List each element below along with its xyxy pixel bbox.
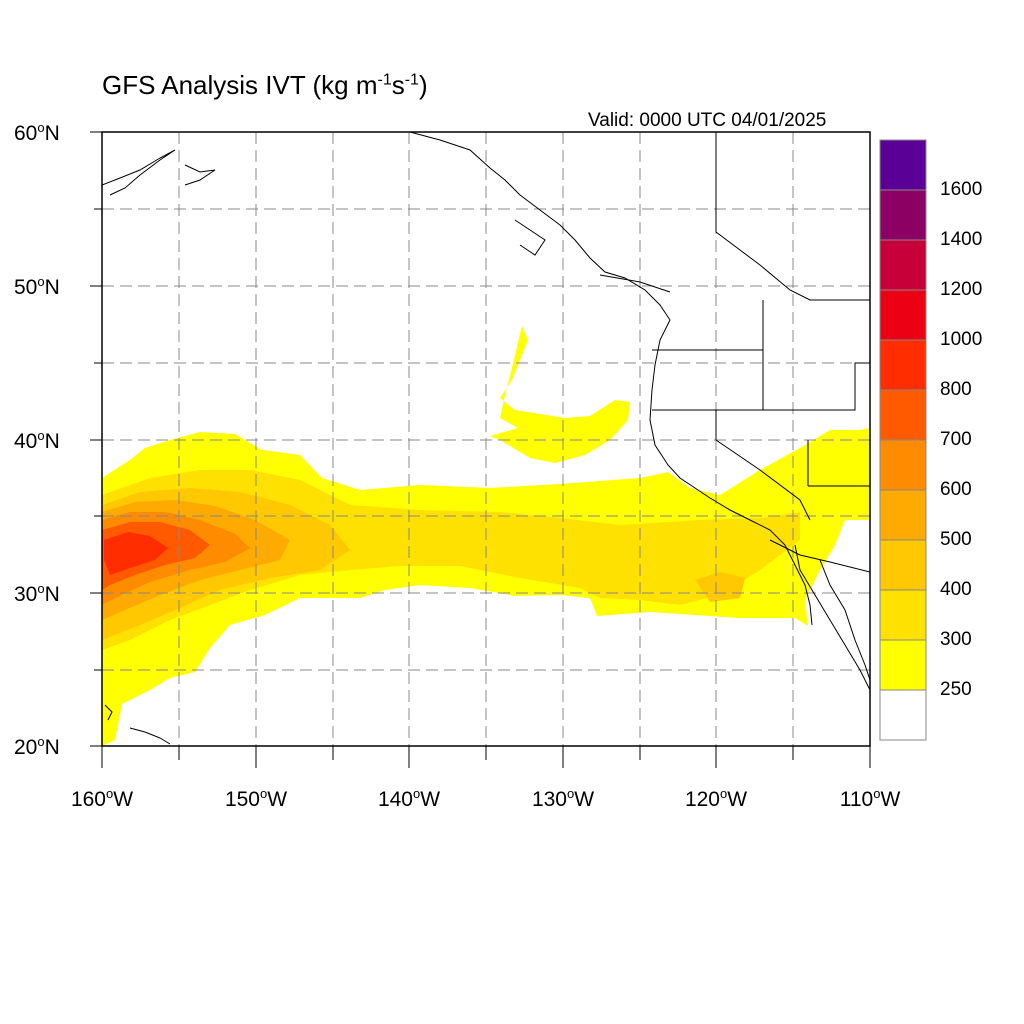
lake-shore — [599, 274, 671, 293]
colorbar-label-600: 600 — [940, 479, 972, 500]
baja-coast — [794, 544, 870, 691]
lat-label-30n: 30oN — [14, 581, 60, 606]
colorbar-label-1200: 1200 — [940, 279, 983, 300]
axis-ticks — [90, 131, 871, 768]
colorbar-box-6 — [879, 389, 927, 441]
ivt-1000-core — [104, 532, 168, 575]
colorbar-box-3 — [879, 539, 927, 591]
lat-label-50n: 50oN — [14, 274, 60, 299]
lon-label-150w: 150oW — [224, 786, 288, 811]
colorbar-box-5 — [879, 439, 927, 491]
map-title: GFS Analysis IVT (kg m-1s-1) — [102, 70, 428, 100]
colorbar-label-300: 300 — [940, 629, 972, 650]
colorbar-box-0 — [879, 689, 927, 741]
colorbar-box-8 — [879, 289, 927, 341]
lon-label-140w: 140oW — [377, 786, 441, 811]
ivt-300-arc — [490, 326, 630, 463]
west-coast — [649, 319, 813, 626]
ivt-500-patch — [695, 572, 745, 602]
coastlines — [102, 132, 870, 745]
lon-label-110w: 110oW — [839, 786, 901, 811]
colorbar-label-400: 400 — [940, 579, 972, 600]
colorbar-box-11 — [879, 139, 927, 191]
colorbar-box-10 — [879, 189, 927, 241]
colorbar-label-250: 250 — [940, 679, 972, 700]
colorbar-label-700: 700 — [940, 429, 972, 450]
alaska-coast — [102, 149, 176, 196]
hawaii-islands — [104, 704, 171, 745]
colorbar-label-1600: 1600 — [940, 179, 983, 200]
colorbar-box-9 — [879, 239, 927, 291]
lat-label-40n: 40oN — [14, 428, 60, 453]
colorbar-box-4 — [879, 489, 927, 541]
colorbar-label-500: 500 — [940, 529, 972, 550]
colorbar — [879, 139, 927, 741]
alaska-panhandle-coast — [409, 132, 671, 321]
colorbar-label-1000: 1000 — [940, 329, 983, 350]
lat-label-60n: 60oN — [14, 120, 60, 145]
lat-label-20n: 20oN — [14, 734, 60, 759]
colorbar-label-1400: 1400 — [940, 229, 983, 250]
lon-label-160w: 160oW — [70, 786, 134, 811]
colorbar-box-1 — [879, 639, 927, 691]
mexico-coast — [819, 559, 870, 681]
lon-label-130w: 130oW — [531, 786, 595, 811]
valid-time-label: Valid: 0000 UTC 04/01/2025 — [588, 110, 827, 131]
colorbar-label-800: 800 — [940, 379, 972, 400]
islands — [184, 164, 216, 186]
political-borders — [652, 132, 870, 573]
colorbar-box-2 — [879, 589, 927, 641]
lon-label-120w: 120oW — [684, 786, 748, 811]
colorbar-box-7 — [879, 339, 927, 391]
bc-islands — [514, 219, 546, 256]
